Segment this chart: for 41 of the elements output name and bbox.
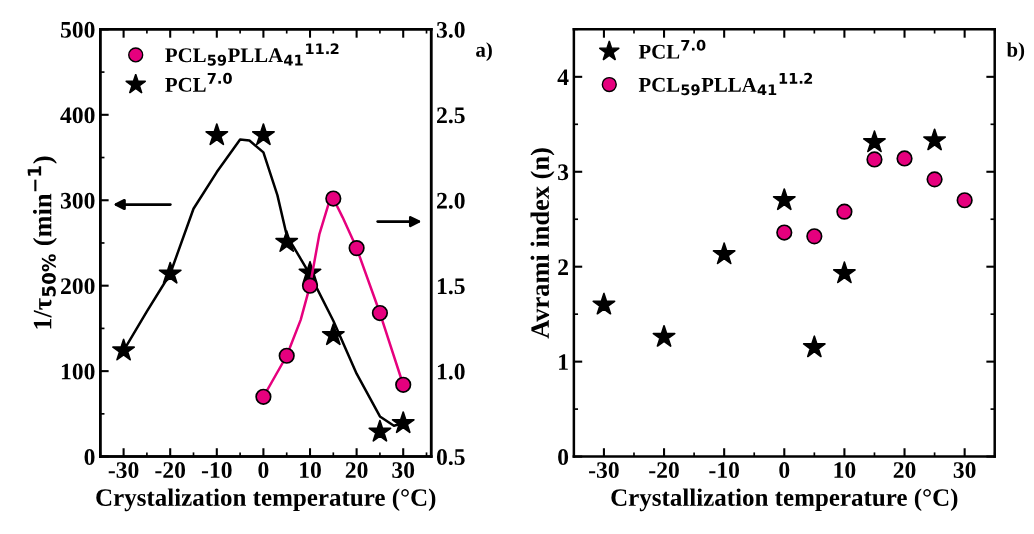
x-tick-label: -10 (709, 462, 740, 479)
x-axis-title: Crystalization temperature (°C) (96, 488, 436, 512)
y-tick-label: 0 (558, 449, 569, 465)
y2-tick-label: 0.5 (436, 449, 465, 466)
x-tick-label: -20 (649, 462, 679, 479)
y2-tick-label: 1.0 (437, 363, 465, 380)
x-axis-title: Crystallization temperature (°C) (611, 488, 958, 512)
y-tick-label: 4 (557, 69, 569, 86)
y2-tick-label: 1.5 (437, 278, 465, 295)
y-tick-label: 300 (60, 192, 95, 209)
y2-tick-label: 2.0 (437, 192, 465, 209)
x-tick-label: -20 (155, 462, 186, 479)
y2-tick-label: 3.0 (436, 21, 465, 38)
y-tick-label: 500 (60, 21, 95, 38)
y-axis-title: Avrami index (n) (530, 148, 555, 339)
legend-label: PCL$_{59}$PLLA$_{41}$$^{11.2}$ (165, 43, 339, 66)
x-tick-label: -30 (589, 462, 619, 479)
y-tick-label: 400 (60, 107, 95, 124)
y-tick-label: 3 (558, 164, 569, 181)
x-tick-label: 0 (779, 462, 790, 479)
x-tick-label: 10 (834, 462, 856, 479)
x-tick-label: 30 (953, 462, 976, 479)
x-tick-label: 30 (392, 462, 415, 479)
y-tick-label: 2 (558, 259, 568, 275)
legend-label: PCL$_{59}$PLLA$_{41}$$^{11.2}$ (638, 72, 813, 96)
legend-label: PCL$^{7.0}$ (165, 72, 232, 92)
x-tick-label: -10 (201, 462, 232, 479)
text: b) (1006, 42, 1025, 62)
y-tick-label: 0 (84, 449, 95, 465)
y2-tick-label: 2.5 (437, 107, 465, 124)
y-tick-label: 200 (61, 278, 95, 295)
text: a) (476, 42, 492, 62)
legend-label: PCL$^{7.0}$ (638, 39, 706, 59)
y-axis-title: 1/τ$_{50%}$ (min$^{−1}$) (27, 156, 57, 329)
x-tick-label: 0 (258, 462, 269, 479)
y-tick-label: 100 (61, 363, 95, 380)
y-tick-label: 1 (559, 354, 568, 370)
x-tick-label: 10 (300, 462, 321, 479)
x-tick-label: 20 (345, 462, 368, 479)
x-tick-label: -30 (108, 462, 139, 479)
x-tick-label: 20 (893, 462, 916, 479)
